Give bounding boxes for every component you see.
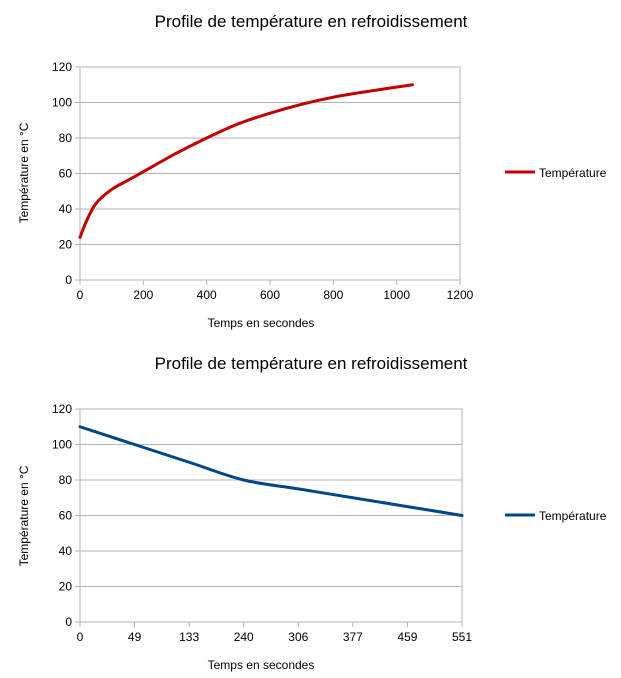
x-tick-label: 49: [128, 630, 142, 644]
legend: Température: [505, 509, 607, 523]
x-tick-label: 1000: [383, 288, 410, 302]
y-tick-label: 100: [52, 96, 72, 110]
y-tick-label: 100: [52, 438, 72, 452]
chart-title: Profile de température en refroidissemen…: [155, 12, 468, 31]
x-tick-label: 133: [179, 630, 199, 644]
y-axis-label: Température en °C: [17, 465, 31, 566]
y-tick-label: 80: [59, 473, 73, 487]
y-tick-label: 60: [59, 509, 73, 523]
x-axis-label: Temps en secondes: [208, 658, 315, 672]
x-tick-label: 600: [260, 288, 280, 302]
x-tick-label: 1200: [447, 288, 474, 302]
series-line-temperature: [78, 425, 464, 517]
y-tick-label: 120: [52, 402, 72, 416]
series-line-temperature: [78, 83, 414, 239]
legend: Température: [505, 166, 607, 180]
chart-bottom: Profile de température en refroidissemen…: [17, 354, 607, 672]
y-tick-label: 20: [59, 580, 73, 594]
chart-title: Profile de température en refroidissemen…: [155, 354, 468, 373]
x-tick-label: 551: [452, 630, 472, 644]
x-tick-label: 377: [343, 630, 363, 644]
chart-top: Profile de température en refroidissemen…: [17, 12, 607, 330]
y-tick-label: 0: [65, 615, 72, 629]
y-axis-label: Température en °C: [17, 122, 31, 223]
y-tick-label: 40: [59, 544, 73, 558]
y-tick-label: 60: [59, 167, 73, 181]
x-tick-label: 800: [323, 288, 343, 302]
y-tick-label: 0: [65, 273, 72, 287]
y-tick-label: 20: [59, 238, 73, 252]
x-axis-label: Temps en secondes: [208, 316, 315, 330]
x-tick-label: 459: [397, 630, 417, 644]
x-tick-label: 400: [197, 288, 217, 302]
x-tick-label: 0: [77, 630, 84, 644]
x-tick-label: 240: [234, 630, 254, 644]
x-tick-label: 200: [133, 288, 153, 302]
y-tick-label: 80: [59, 131, 73, 145]
y-tick-label: 40: [59, 202, 73, 216]
x-tick-label: 306: [288, 630, 308, 644]
legend-label: Température: [539, 166, 607, 180]
legend-label: Température: [539, 509, 607, 523]
x-tick-label: 0: [77, 288, 84, 302]
y-tick-label: 120: [52, 60, 72, 74]
